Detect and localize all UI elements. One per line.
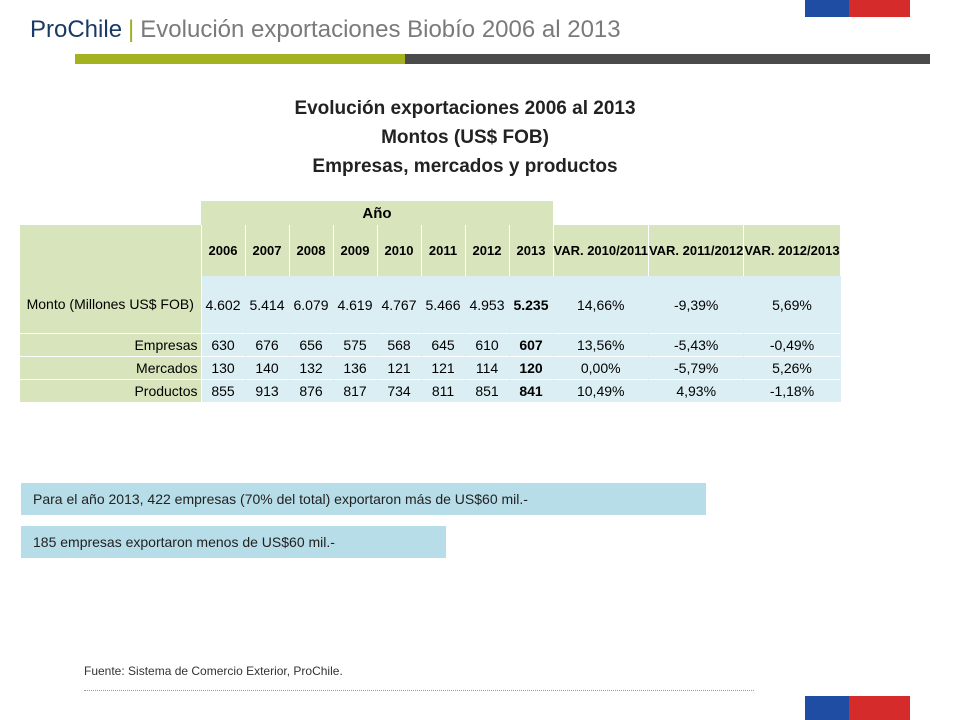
table-group-header-row: Año bbox=[20, 201, 840, 225]
table-cell: 876 bbox=[289, 379, 334, 402]
year-header: 2009 bbox=[333, 225, 378, 276]
table-cell: 136 bbox=[333, 356, 378, 380]
table-cell: 121 bbox=[377, 356, 422, 380]
table-corner-blank bbox=[20, 201, 201, 225]
exports-table: Año 2006 2007 2008 2009 2010 2011 2012 2… bbox=[20, 201, 841, 402]
table-cell-highlight: 607 bbox=[509, 333, 554, 357]
flag-blue-stripe bbox=[805, 0, 849, 17]
variation-header: VAR. 2010/2011 bbox=[553, 225, 649, 276]
table-cell: 913 bbox=[245, 379, 290, 402]
variation-cell: -5,43% bbox=[648, 333, 745, 357]
table-cell: 575 bbox=[333, 333, 378, 357]
year-header: 2010 bbox=[377, 225, 422, 276]
table-cell: 817 bbox=[333, 379, 378, 402]
variation-cell: -9,39% bbox=[648, 276, 745, 334]
footer-dotted-rule bbox=[84, 690, 754, 691]
variation-header: VAR. 2012/2013 bbox=[743, 225, 841, 276]
table-cell: 140 bbox=[245, 356, 290, 380]
table-cell: 5.466 bbox=[421, 276, 466, 334]
variation-cell: -5,79% bbox=[648, 356, 745, 380]
year-header: 2013 bbox=[509, 225, 554, 276]
variation-cell: 0,00% bbox=[553, 356, 649, 380]
table-blank-top-right bbox=[553, 201, 840, 225]
table-cell: 4.767 bbox=[377, 276, 422, 334]
table-row: Productos 855 913 876 817 734 811 851 84… bbox=[20, 379, 841, 402]
headline-line-3: Empresas, mercados y productos bbox=[312, 156, 618, 177]
variation-header: VAR. 2011/2012 bbox=[648, 225, 745, 276]
header-separator: | bbox=[128, 16, 135, 43]
variation-cell: 5,26% bbox=[743, 356, 841, 380]
flag-blue-stripe bbox=[805, 696, 849, 720]
table-cell: 6.079 bbox=[289, 276, 334, 334]
year-header: 2011 bbox=[421, 225, 466, 276]
variation-cell: 4,93% bbox=[648, 379, 745, 402]
headline-line-2: Montos (US$ FOB) bbox=[381, 127, 549, 148]
row-label: Mercados bbox=[20, 356, 202, 380]
row-label: Productos bbox=[20, 379, 202, 402]
row-label: Empresas bbox=[20, 333, 202, 357]
brand-name: ProChile bbox=[30, 16, 123, 43]
variation-cell: 10,49% bbox=[553, 379, 649, 402]
header-rule-gray bbox=[405, 54, 930, 64]
table-cell: 114 bbox=[465, 356, 510, 380]
table-cell: 734 bbox=[377, 379, 422, 402]
table-cell: 4.602 bbox=[201, 276, 246, 334]
table-cell: 132 bbox=[289, 356, 334, 380]
callout-small-exporters: 185 empresas exportaron menos de US$60 m… bbox=[21, 526, 446, 558]
table-row: Empresas 630 676 656 575 568 645 610 607… bbox=[20, 333, 841, 357]
table-cell: 656 bbox=[289, 333, 334, 357]
table-cell: 5.414 bbox=[245, 276, 290, 334]
flag-decoration-top bbox=[805, 0, 910, 17]
table-row: Mercados 130 140 132 136 121 121 114 120… bbox=[20, 356, 841, 380]
table-cell: 568 bbox=[377, 333, 422, 357]
table-cell: 130 bbox=[201, 356, 246, 380]
year-header: 2012 bbox=[465, 225, 510, 276]
variation-cell: 5,69% bbox=[743, 276, 841, 334]
table-cell: 676 bbox=[245, 333, 290, 357]
row-header-blank bbox=[20, 225, 202, 276]
flag-red-stripe bbox=[849, 0, 910, 17]
variation-cell: 14,66% bbox=[553, 276, 649, 334]
slide-title: Evolución exportaciones Biobío 2006 al 2… bbox=[140, 16, 621, 43]
year-header: 2006 bbox=[201, 225, 246, 276]
year-group-header: Año bbox=[201, 201, 553, 225]
table-headline: Evolución exportaciones 2006 al 2013 Mon… bbox=[0, 94, 930, 181]
year-header: 2008 bbox=[289, 225, 334, 276]
source-note: Fuente: Sistema de Comercio Exterior, Pr… bbox=[84, 664, 343, 678]
table-header-row: 2006 2007 2008 2009 2010 2011 2012 2013 … bbox=[20, 225, 841, 276]
headline-line-1: Evolución exportaciones 2006 al 2013 bbox=[294, 98, 636, 119]
flag-red-stripe bbox=[849, 696, 910, 720]
table-cell: 811 bbox=[421, 379, 466, 402]
table-cell: 630 bbox=[201, 333, 246, 357]
year-header: 2007 bbox=[245, 225, 290, 276]
variation-cell: 13,56% bbox=[553, 333, 649, 357]
slide-header: ProChile | Evolución exportaciones Biobío … bbox=[30, 16, 621, 44]
table-cell: 851 bbox=[465, 379, 510, 402]
table-cell: 855 bbox=[201, 379, 246, 402]
flag-decoration-bottom bbox=[805, 696, 910, 720]
table-cell: 121 bbox=[421, 356, 466, 380]
table-cell-highlight: 120 bbox=[509, 356, 554, 380]
table-cell-highlight: 5.235 bbox=[509, 276, 554, 334]
callout-large-exporters: Para el año 2013, 422 empresas (70% del … bbox=[21, 483, 706, 515]
table-cell: 4.953 bbox=[465, 276, 510, 334]
table-cell: 645 bbox=[421, 333, 466, 357]
table-row: Monto (Millones US$ FOB) 4.602 5.414 6.0… bbox=[20, 276, 841, 334]
table-cell-highlight: 841 bbox=[509, 379, 554, 402]
header-rule-green bbox=[75, 54, 405, 64]
variation-cell: -1,18% bbox=[743, 379, 841, 402]
row-label: Monto (Millones US$ FOB) bbox=[20, 276, 202, 334]
table-cell: 610 bbox=[465, 333, 510, 357]
table-cell: 4.619 bbox=[333, 276, 378, 334]
variation-cell: -0,49% bbox=[743, 333, 841, 357]
